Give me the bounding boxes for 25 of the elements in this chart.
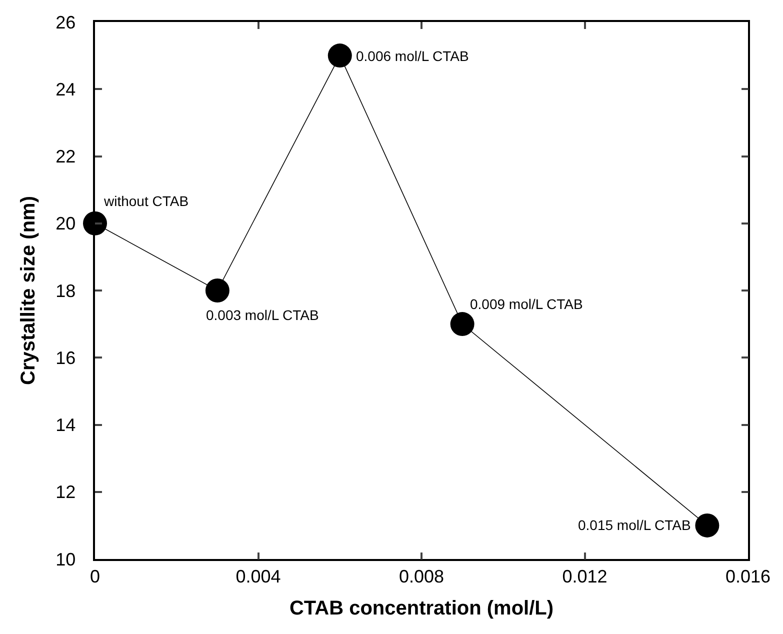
point: [450, 312, 474, 336]
x-tick-label: 0.004: [236, 566, 281, 586]
annotation: 0.003 mol/L CTAB: [206, 307, 319, 323]
y-tick-label: 22: [56, 146, 76, 167]
annotation: 0.009 mol/L CTAB: [470, 296, 583, 312]
x-axis-title: CTAB concentration (mol/L): [289, 597, 554, 620]
y-tick-label: 14: [56, 415, 76, 436]
annotation: without CTAB: [103, 193, 189, 209]
x-tick-label: 0.008: [398, 566, 444, 586]
y-tick-label: 12: [56, 482, 76, 502]
y-tick-label: 10: [56, 549, 76, 570]
annotation: 0.015 mol/L CTAB: [578, 517, 691, 533]
x-tick-label: 0.016: [725, 566, 771, 586]
y-tick-label: 16: [56, 348, 76, 368]
annotation: 0.006 mol/L CTAB: [356, 48, 469, 64]
point: [695, 513, 720, 538]
point: [205, 278, 230, 302]
x-tick-label: 0: [90, 566, 100, 586]
y-tick-label: 20: [56, 214, 76, 234]
x-tick-label: 0.012: [562, 566, 608, 586]
y-tick-label: 24: [56, 79, 76, 100]
y-tick-label: 26: [56, 12, 76, 32]
point: [328, 44, 352, 68]
y-tick-label: 18: [56, 280, 76, 301]
y-axis-title: Crystallite size (nm): [18, 196, 40, 385]
